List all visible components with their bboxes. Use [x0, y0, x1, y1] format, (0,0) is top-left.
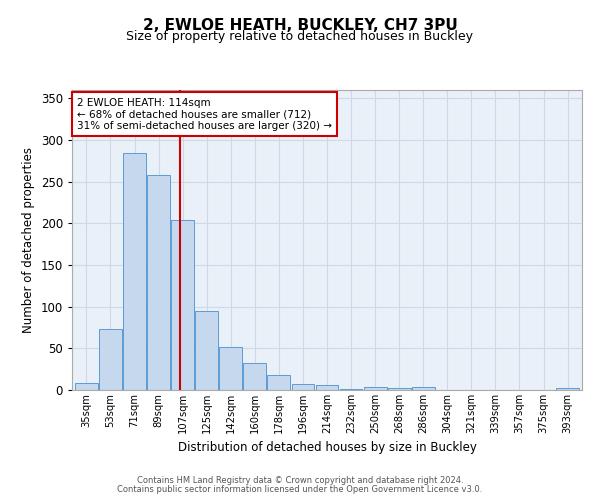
- Bar: [292, 384, 314, 390]
- Bar: [316, 385, 338, 390]
- Bar: [220, 346, 242, 390]
- Bar: [99, 329, 122, 390]
- Bar: [123, 152, 146, 390]
- Text: 2 EWLOE HEATH: 114sqm
← 68% of detached houses are smaller (712)
31% of semi-det: 2 EWLOE HEATH: 114sqm ← 68% of detached …: [77, 98, 332, 130]
- Text: Contains public sector information licensed under the Open Government Licence v3: Contains public sector information licen…: [118, 485, 482, 494]
- Bar: [75, 384, 98, 390]
- Bar: [147, 175, 170, 390]
- Bar: [171, 220, 194, 390]
- Text: 2, EWLOE HEATH, BUCKLEY, CH7 3PU: 2, EWLOE HEATH, BUCKLEY, CH7 3PU: [143, 18, 457, 32]
- Bar: [340, 389, 362, 390]
- X-axis label: Distribution of detached houses by size in Buckley: Distribution of detached houses by size …: [178, 442, 476, 454]
- Bar: [244, 364, 266, 390]
- Bar: [556, 388, 579, 390]
- Bar: [388, 388, 410, 390]
- Bar: [195, 311, 218, 390]
- Bar: [268, 375, 290, 390]
- Bar: [364, 386, 386, 390]
- Bar: [412, 386, 434, 390]
- Text: Contains HM Land Registry data © Crown copyright and database right 2024.: Contains HM Land Registry data © Crown c…: [137, 476, 463, 485]
- Text: Size of property relative to detached houses in Buckley: Size of property relative to detached ho…: [127, 30, 473, 43]
- Y-axis label: Number of detached properties: Number of detached properties: [22, 147, 35, 333]
